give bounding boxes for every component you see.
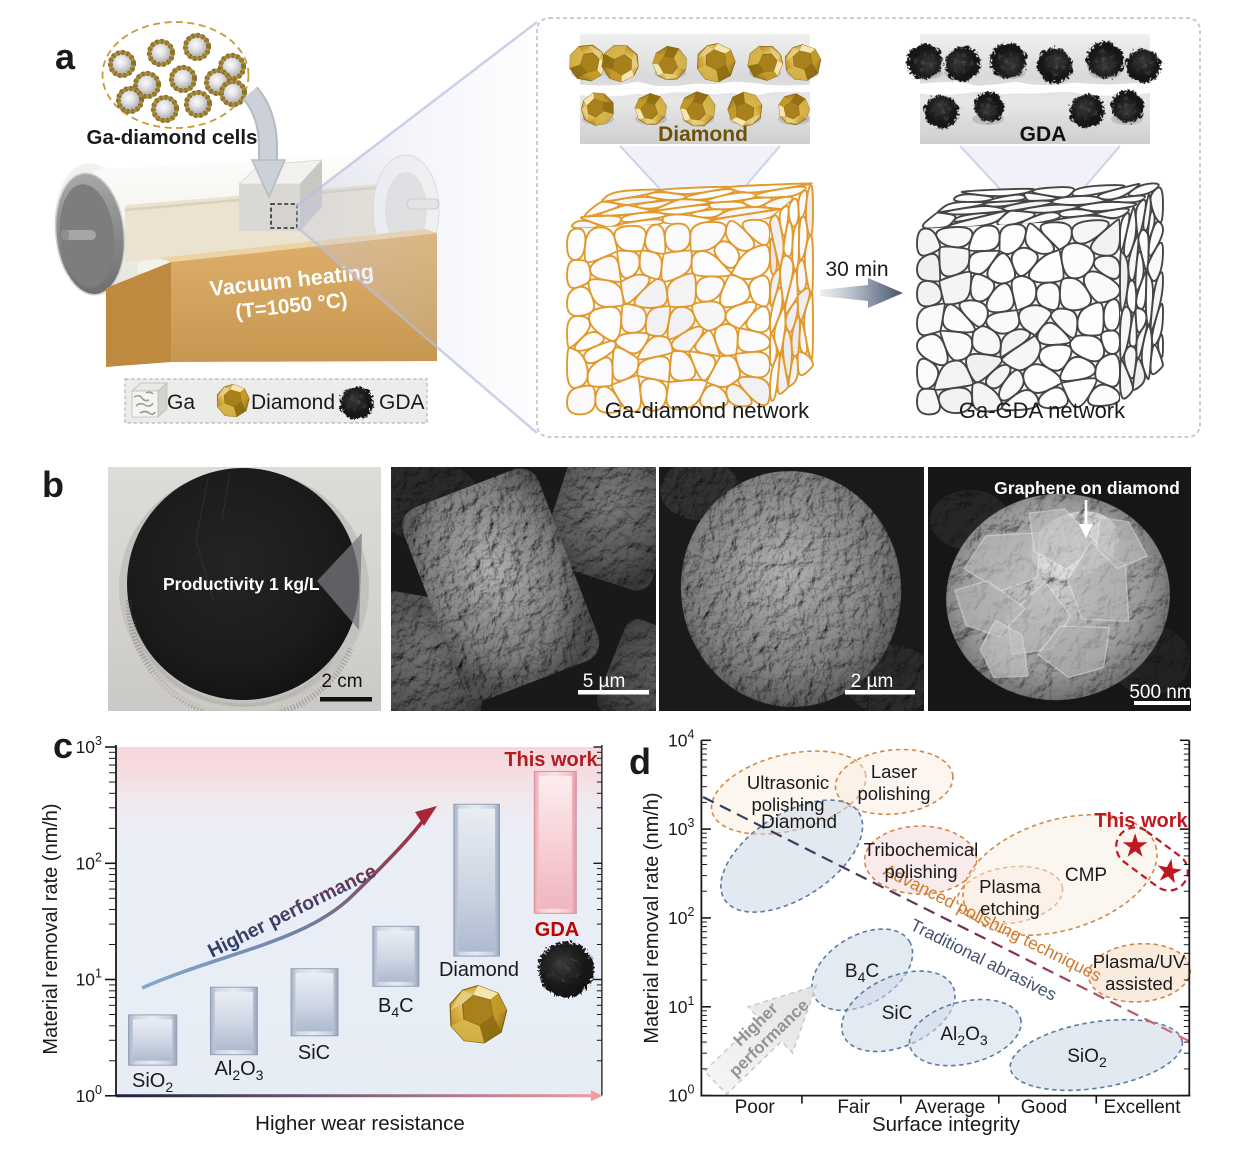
svg-text:Tribochemical: Tribochemical [864, 839, 978, 860]
svg-text:Poor: Poor [735, 1097, 776, 1118]
svg-text:Excellent: Excellent [1103, 1097, 1181, 1118]
svg-text:Diamond: Diamond [658, 123, 748, 146]
svg-text:Diamond: Diamond [251, 391, 335, 414]
svg-text:This work: This work [504, 749, 598, 771]
svg-text:assisted: assisted [1105, 973, 1173, 994]
svg-text:Laser: Laser [871, 761, 917, 782]
svg-text:500 nm: 500 nm [1129, 682, 1192, 703]
svg-text:etching: etching [980, 898, 1040, 919]
svg-text:Ga-diamond network: Ga-diamond network [605, 398, 810, 423]
svg-text:2 cm: 2 cm [321, 671, 362, 692]
svg-text:Plasma/UV: Plasma/UV [1093, 951, 1186, 972]
svg-text:Al2O3: Al2O3 [940, 1024, 987, 1048]
svg-text:Higher wear resistance: Higher wear resistance [255, 1112, 465, 1135]
svg-text:Fair: Fair [837, 1097, 870, 1118]
svg-text:polishing: polishing [884, 861, 957, 882]
svg-text:This work: This work [1094, 810, 1188, 832]
svg-text:B4C: B4C [378, 995, 414, 1020]
svg-text:5 µm: 5 µm [583, 671, 626, 692]
svg-text:Ga: Ga [167, 391, 195, 414]
svg-text:Good: Good [1021, 1097, 1067, 1118]
svg-text:b: b [42, 464, 64, 505]
svg-text:Material removal rate (nm/h): Material removal rate (nm/h) [40, 803, 62, 1054]
svg-text:B4C: B4C [845, 961, 879, 985]
svg-text:a: a [55, 36, 76, 77]
svg-text:SiO2: SiO2 [132, 1070, 173, 1095]
svg-text:Diamond: Diamond [439, 959, 519, 981]
svg-text:Surface integrity: Surface integrity [872, 1113, 1021, 1136]
svg-text:d: d [629, 741, 651, 782]
svg-text:SiO2: SiO2 [1067, 1046, 1107, 1070]
svg-text:Diamond: Diamond [761, 812, 837, 833]
svg-text:30 min: 30 min [825, 258, 888, 281]
svg-text:2 µm: 2 µm [851, 671, 894, 692]
svg-text:polishing: polishing [751, 794, 824, 815]
svg-text:Ga-GDA network: Ga-GDA network [959, 398, 1126, 423]
svg-text:Productivity 1 kg/L: Productivity 1 kg/L [163, 574, 320, 594]
svg-text:CMP: CMP [1065, 865, 1107, 886]
svg-text:Al2O3: Al2O3 [215, 1058, 264, 1083]
svg-text:GDA: GDA [535, 919, 579, 941]
svg-text:polishing: polishing [857, 783, 930, 804]
svg-text:Ultrasonic: Ultrasonic [747, 772, 829, 793]
svg-text:Plasma: Plasma [979, 876, 1041, 897]
svg-text:GDA: GDA [379, 391, 425, 414]
svg-text:c: c [53, 725, 73, 766]
svg-text:GDA: GDA [1020, 123, 1067, 146]
svg-text:Material removal rate (nm/h): Material removal rate (nm/h) [641, 792, 663, 1043]
svg-text:SiC: SiC [298, 1042, 330, 1064]
svg-text:Average: Average [915, 1097, 985, 1118]
svg-text:Graphene on diamond: Graphene on diamond [994, 478, 1180, 498]
svg-text:SiC: SiC [882, 1003, 913, 1024]
svg-text:Ga-diamond cells: Ga-diamond cells [87, 126, 258, 149]
